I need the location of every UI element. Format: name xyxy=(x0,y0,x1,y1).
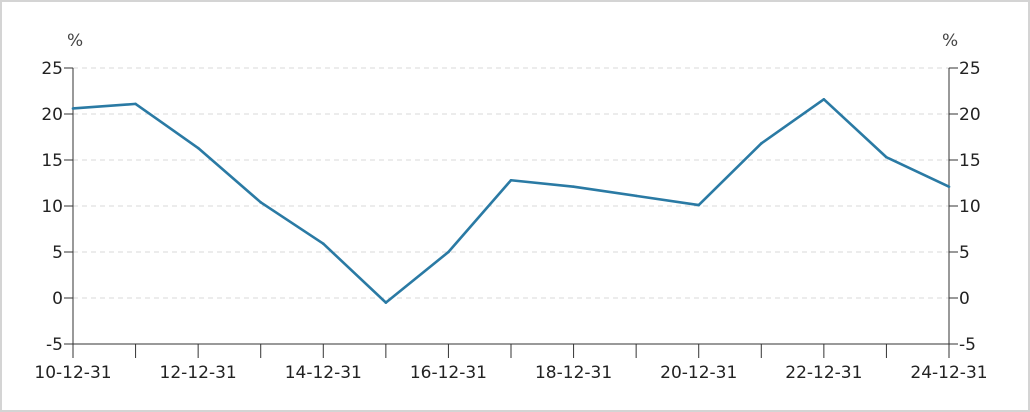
data-point xyxy=(321,242,325,246)
x-tick-label: 22-12-31 xyxy=(785,363,862,383)
x-tick-label: 12-12-31 xyxy=(160,363,237,383)
right-y-tick-label: 20 xyxy=(959,105,981,125)
left-y-tick-label: 10 xyxy=(41,197,63,217)
data-point xyxy=(697,203,701,207)
data-point xyxy=(822,97,826,101)
data-point xyxy=(572,185,575,188)
data-point xyxy=(447,250,450,254)
x-tick-label: 24-12-31 xyxy=(910,363,987,383)
left-y-tick-label: 5 xyxy=(52,243,63,263)
left-y-tick-label: 25 xyxy=(41,59,63,79)
left-y-tick-label: 20 xyxy=(41,105,63,125)
right-y-tick-label: 10 xyxy=(959,197,981,217)
right-axis-unit: % xyxy=(942,31,958,51)
right-y-tick-label: 0 xyxy=(959,289,970,309)
series-line xyxy=(72,97,950,304)
x-tick-label: 14-12-31 xyxy=(285,363,362,383)
x-tick-label: 10-12-31 xyxy=(34,363,111,383)
left-y-tick-label: 0 xyxy=(52,289,63,309)
left-y-tick-label: -5 xyxy=(46,335,63,355)
left-y-tick-label: 15 xyxy=(41,151,63,171)
data-point xyxy=(885,155,888,159)
data-point xyxy=(196,146,200,150)
right-y-tick-label: -5 xyxy=(959,335,976,355)
data-point xyxy=(259,201,263,204)
right-y-tick-label: 25 xyxy=(959,59,981,79)
right-y-tick-label: 15 xyxy=(959,151,981,171)
left-axis-unit: % xyxy=(67,31,83,51)
data-point xyxy=(509,178,513,182)
data-point xyxy=(759,142,763,145)
data-point xyxy=(947,185,951,188)
right-y-tick-label: 5 xyxy=(959,243,970,263)
data-point xyxy=(634,194,638,198)
data-point xyxy=(384,301,388,304)
x-tick-label: 20-12-31 xyxy=(660,363,737,383)
data-point xyxy=(71,107,75,110)
data-point xyxy=(134,102,137,106)
x-tick-label: 18-12-31 xyxy=(535,363,612,383)
x-tick-label: 16-12-31 xyxy=(410,363,487,383)
